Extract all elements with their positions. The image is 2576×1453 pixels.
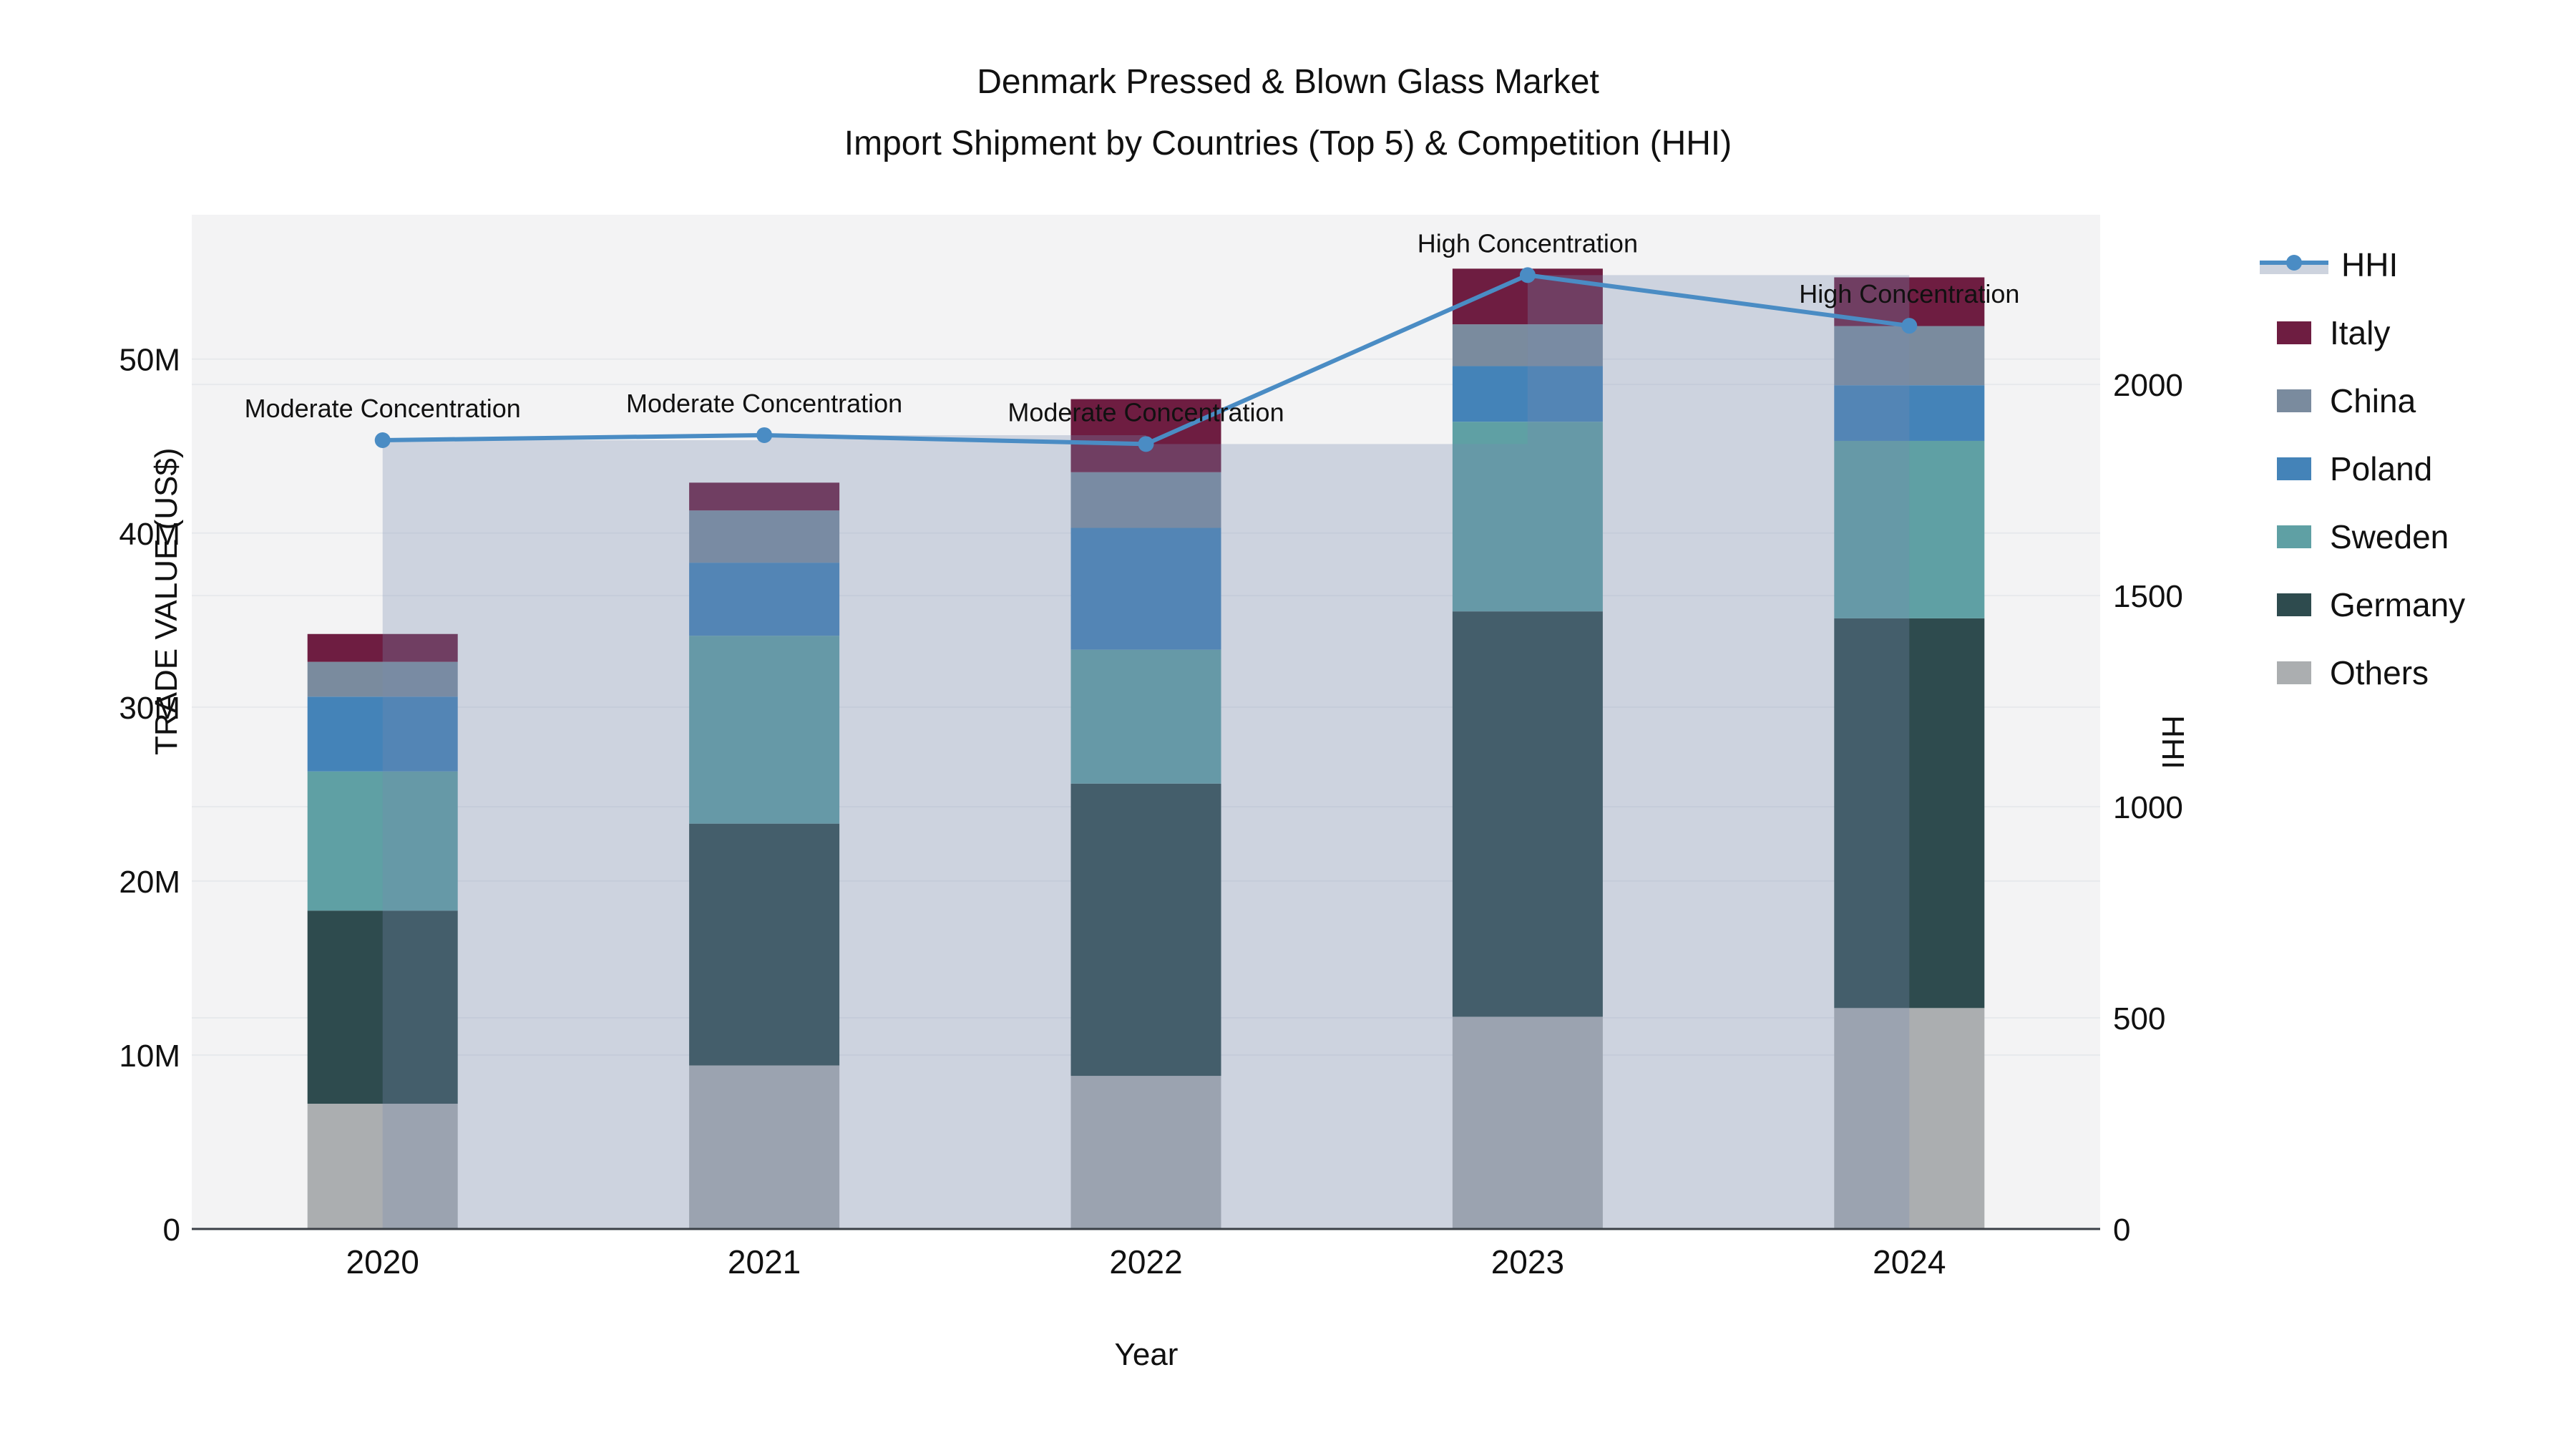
hhi-marker-2021[interactable]: [756, 427, 773, 443]
legend-item-germany[interactable]: Germany: [2277, 570, 2465, 638]
y-left-tick-label: 50M: [119, 343, 180, 378]
legend-swatch-sweden: [2277, 525, 2311, 548]
annotation-2024: High Concentration: [1799, 279, 2019, 308]
legend-label: Poland: [2330, 449, 2433, 487]
legend-label: HHI: [2341, 246, 2399, 283]
legend-swatch-poland: [2277, 457, 2311, 480]
y-left-tick-label: 30M: [119, 691, 180, 726]
legend-swatch-china: [2277, 389, 2311, 412]
legend-item-italy[interactable]: Italy: [2277, 298, 2465, 366]
bar-segment-others-2024[interactable]: [1834, 1008, 1985, 1229]
chart-title-line2: Import Shipment by Countries (Top 5) & C…: [844, 125, 1732, 162]
legend-label: Others: [2330, 653, 2429, 691]
y-right-axis-title: HHI: [2155, 715, 2190, 769]
annotation-2021: Moderate Concentration: [626, 389, 902, 418]
bar-segment-china-2022[interactable]: [1070, 472, 1221, 528]
legend-item-hhi[interactable]: HHI: [2260, 230, 2465, 298]
bar-segment-italy-2021[interactable]: [689, 482, 840, 511]
bar-segment-poland-2023[interactable]: [1452, 366, 1603, 422]
hhi-marker-2023[interactable]: [1519, 267, 1536, 283]
bar-segment-poland-2021[interactable]: [689, 563, 840, 636]
y-right-tick-label: 500: [2113, 1001, 2165, 1036]
bar-segment-sweden-2020[interactable]: [307, 771, 458, 911]
bar-segment-germany-2023[interactable]: [1452, 611, 1603, 1017]
bar-segment-poland-2024[interactable]: [1834, 385, 1985, 441]
legend-item-sweden[interactable]: Sweden: [2277, 502, 2465, 570]
bar-segment-germany-2021[interactable]: [689, 823, 840, 1066]
bar-segment-others-2021[interactable]: [689, 1065, 840, 1229]
bar-segment-italy-2020[interactable]: [307, 633, 458, 662]
bar-segment-sweden-2023[interactable]: [1452, 422, 1603, 612]
legend-item-others[interactable]: Others: [2277, 638, 2465, 706]
y-right-tick-label: 2000: [2113, 368, 2183, 403]
bar-segment-germany-2024[interactable]: [1834, 618, 1985, 1009]
annotation-2020: Moderate Concentration: [245, 394, 521, 423]
y-right-tick-label: 0: [2113, 1213, 2130, 1248]
legend-label: Italy: [2330, 314, 2391, 351]
legend-item-china[interactable]: China: [2277, 366, 2465, 434]
legend-item-poland[interactable]: Poland: [2277, 434, 2465, 502]
hhi-step-area: [382, 275, 1910, 1230]
bar-segment-germany-2022[interactable]: [1070, 783, 1221, 1077]
hhi-marker-2022[interactable]: [1138, 436, 1154, 452]
legend: HHI Italy China Poland Sweden Germany Others: [2260, 230, 2465, 706]
x-tick-label: 2020: [346, 1243, 419, 1281]
x-tick-label: 2022: [1109, 1243, 1182, 1281]
legend-swatch-others: [2277, 661, 2311, 684]
legend-swatch-italy: [2277, 321, 2311, 344]
chart-title-line1: Denmark Pressed & Blown Glass Market: [977, 63, 1599, 101]
legend-label: China: [2330, 382, 2416, 419]
hhi-line-icon: [2260, 253, 2328, 277]
y-left-tick-label: 0: [163, 1213, 180, 1248]
x-tick-label: 2024: [1873, 1243, 1946, 1281]
y-left-axis-title: TRADE VALUE (US$): [148, 447, 184, 756]
bar-segment-china-2020[interactable]: [307, 661, 458, 697]
bar-segment-poland-2020[interactable]: [307, 696, 458, 772]
bar-segment-sweden-2021[interactable]: [689, 636, 840, 824]
bar-segment-others-2020[interactable]: [307, 1104, 458, 1229]
legend-swatch-germany: [2277, 593, 2311, 616]
bar-segment-others-2023[interactable]: [1452, 1016, 1603, 1229]
x-axis-title: Year: [1114, 1337, 1179, 1372]
bar-segment-china-2021[interactable]: [689, 510, 840, 563]
annotation-2023: High Concentration: [1418, 228, 1638, 258]
bar-segment-others-2022[interactable]: [1070, 1076, 1221, 1229]
hhi-marker-2020[interactable]: [374, 432, 391, 449]
x-tick-label: 2021: [728, 1243, 801, 1281]
legend-label: Sweden: [2330, 517, 2449, 555]
x-tick-label: 2023: [1491, 1243, 1564, 1281]
bar-segment-china-2023[interactable]: [1452, 324, 1603, 366]
bar-segment-sweden-2022[interactable]: [1070, 649, 1221, 784]
annotation-2022: Moderate Concentration: [1008, 397, 1284, 427]
y-left-tick-label: 20M: [119, 865, 180, 900]
bar-segment-italy-2022[interactable]: [1070, 399, 1221, 472]
y-right-tick-label: 1500: [2113, 579, 2183, 614]
y-left-tick-label: 10M: [119, 1039, 180, 1074]
bar-segment-china-2024[interactable]: [1834, 326, 1985, 386]
legend-label: Germany: [2330, 585, 2466, 623]
y-right-tick-label: 1000: [2113, 790, 2183, 825]
chart-title: Denmark Pressed & Blown Glass Market Imp…: [0, 52, 2576, 175]
bar-segment-poland-2022[interactable]: [1070, 528, 1221, 650]
bar-segment-sweden-2024[interactable]: [1834, 440, 1985, 618]
bar-segment-germany-2020[interactable]: [307, 910, 458, 1104]
y-left-tick-label: 40M: [119, 517, 180, 552]
hhi-marker-2024[interactable]: [1901, 318, 1918, 334]
